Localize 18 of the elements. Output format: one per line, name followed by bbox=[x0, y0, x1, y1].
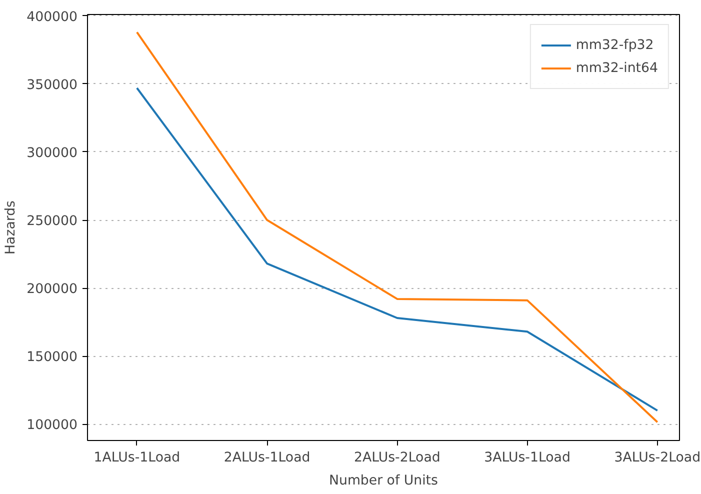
y-tick-label: 350000 bbox=[26, 78, 78, 93]
legend-label: mm32-fp32 bbox=[576, 38, 654, 52]
legend-label: mm32-int64 bbox=[576, 60, 658, 76]
y-tick-label: 200000 bbox=[26, 282, 78, 298]
x-tick-label: 2ALUs-1Load bbox=[224, 450, 310, 466]
y-tick-label: 300000 bbox=[26, 146, 78, 161]
y-tick-label: 400000 bbox=[26, 10, 78, 25]
x-tick-label: 2ALUs-2Load bbox=[354, 450, 440, 466]
x-axis-title: Number of Units bbox=[329, 474, 438, 488]
line-series bbox=[136, 86, 658, 412]
y-tick-label: 150000 bbox=[26, 350, 78, 366]
x-tick-label: 3ALUs-1Load bbox=[484, 450, 570, 466]
x-tick-label: 1ALUs-1Load bbox=[94, 450, 180, 466]
y-tick-label: 250000 bbox=[26, 214, 78, 230]
y-axis-title: Hazards bbox=[4, 200, 19, 254]
y-tick-label: 100000 bbox=[26, 418, 78, 434]
x-tick-label: 3ALUs-2Load bbox=[614, 450, 701, 466]
line-series bbox=[136, 31, 658, 424]
